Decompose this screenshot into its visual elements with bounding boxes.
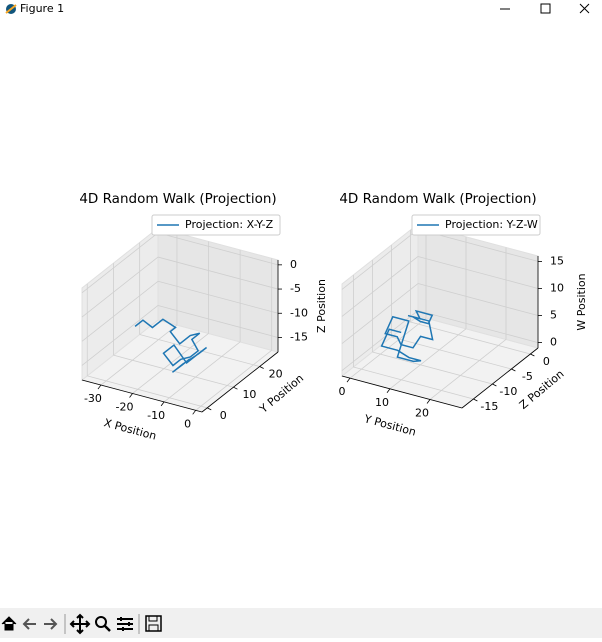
x-tick-label: 0	[184, 417, 191, 430]
close[interactable]	[579, 3, 590, 14]
grid-line	[341, 256, 419, 317]
tick-mark	[346, 377, 351, 383]
y-tick-label: -10	[499, 385, 517, 398]
window-controls[interactable]	[492, 0, 602, 18]
grid-line	[417, 310, 539, 343]
grid-line	[81, 232, 159, 294]
chart-title: 4D Random Walk (Projection)	[79, 191, 276, 207]
tick-mark	[426, 399, 431, 404]
grid-line	[157, 232, 279, 266]
toolbar-icons[interactable]	[0, 608, 170, 638]
tick-mark	[207, 407, 212, 411]
tick-mark	[160, 401, 165, 407]
z-tick-label: -5	[290, 282, 301, 295]
pan-button[interactable]	[69, 613, 91, 635]
z-axis-label: Z Position	[315, 279, 328, 333]
grid-line	[163, 341, 241, 403]
x-tick-label: -20	[116, 400, 134, 413]
grid-line	[81, 256, 159, 318]
tick-mark	[530, 353, 535, 357]
tick-mark	[259, 366, 264, 369]
z-tick-label: 15	[550, 254, 564, 267]
z-tick-label: -10	[290, 306, 308, 319]
grid-line	[341, 229, 419, 290]
z-tick-label: 0	[290, 258, 297, 271]
chart-title: 4D Random Walk (Projection)	[339, 191, 536, 207]
tick-mark	[129, 393, 133, 398]
app-icon	[5, 4, 17, 14]
x-tick-label: -30	[84, 392, 102, 405]
x-tick-label: 20	[415, 406, 429, 419]
axis-line	[341, 375, 463, 409]
grid-line	[100, 324, 178, 386]
tick-mark	[97, 384, 102, 390]
grid-line	[389, 328, 467, 390]
z-axis-label: W Position	[575, 273, 588, 330]
toolbar	[0, 608, 602, 638]
legend-label: Projection: Y-Z-W	[445, 218, 538, 231]
tick-mark	[192, 410, 197, 415]
y-tick-label: 10	[242, 388, 256, 401]
y-tick-label: 0	[543, 355, 550, 368]
legend-box	[411, 214, 541, 236]
grid-line	[417, 283, 539, 316]
y-tick-label: 20	[269, 367, 283, 380]
x-tick-label: 0	[339, 385, 346, 398]
configure-button[interactable]	[117, 617, 133, 631]
tick-mark	[233, 386, 238, 390]
grid-line	[417, 256, 539, 289]
title-bar: Figure 1	[0, 0, 602, 18]
legend-label: Projection: X-Y-Z	[185, 218, 274, 231]
z-tick-label: 0	[550, 336, 557, 349]
grid-line	[341, 283, 419, 344]
tick-mark	[473, 398, 478, 402]
axis-line	[461, 347, 539, 409]
y-tick-label: 0	[220, 409, 227, 422]
save-button[interactable]	[145, 615, 162, 632]
x-tick-label: -10	[147, 409, 165, 422]
grid-line	[157, 305, 279, 338]
home-button[interactable]	[1, 616, 17, 631]
tick-mark	[492, 383, 497, 387]
grid-line	[81, 305, 159, 366]
z-tick-label: 10	[550, 281, 564, 294]
grid-line	[157, 256, 279, 290]
grid-line	[81, 280, 159, 342]
back-button[interactable]	[22, 618, 36, 630]
walk-line	[380, 309, 434, 363]
axis-line	[81, 379, 203, 413]
y-tick-label: -15	[480, 400, 498, 413]
legend-box	[151, 214, 281, 236]
window-title: Figure 1	[20, 2, 65, 15]
y-tick-label: -5	[522, 370, 533, 383]
forward-button[interactable]	[44, 618, 58, 630]
x-axis-label: Y Position	[362, 412, 418, 439]
grid-line	[372, 351, 493, 385]
grid-line	[139, 334, 260, 367]
z-tick-label: 5	[550, 309, 557, 322]
x-tick-label: 10	[375, 396, 389, 409]
walk-line	[134, 318, 208, 373]
tick-mark	[386, 388, 391, 394]
tick-mark	[511, 368, 516, 372]
grid-line	[391, 336, 512, 370]
grid-line	[195, 350, 272, 411]
grid-line	[353, 366, 474, 400]
grid-line	[429, 339, 507, 400]
zoom-button[interactable]	[95, 616, 111, 632]
grid-line	[157, 280, 279, 314]
z-tick-label: -15	[290, 330, 308, 343]
maximize[interactable]	[540, 3, 551, 14]
grid-line	[87, 375, 208, 409]
axis-line	[201, 351, 279, 413]
